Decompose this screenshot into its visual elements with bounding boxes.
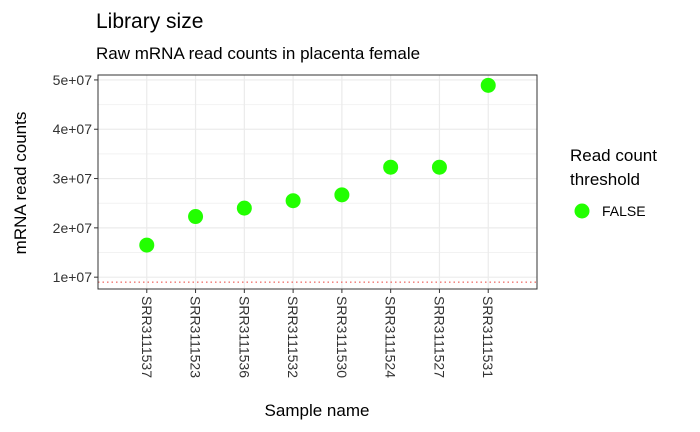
data-point: [285, 193, 301, 209]
y-tick-label: 5e+07: [53, 72, 93, 88]
y-tick-label: 1e+07: [53, 269, 93, 285]
x-tick-label: SRR3111531: [480, 296, 496, 378]
plot-panel-border: [97, 74, 538, 290]
data-point: [188, 209, 204, 225]
x-axis: SRR3111537 SRR3111523 SRR3111536 SRR3111532…: [139, 289, 496, 378]
data-point: [334, 187, 350, 203]
legend-title-line-2: threshold: [570, 170, 640, 189]
legend-key-false: [574, 203, 590, 219]
legend-title-line-1: Read count: [570, 146, 657, 165]
x-tick-label: SRR3111537: [139, 296, 155, 378]
data-point: [139, 237, 155, 253]
x-tick-label: SRR3111532: [285, 296, 301, 378]
chart-subtitle: Raw mRNA read counts in placenta female: [96, 44, 420, 63]
y-axis: 1e+07 2e+07 3e+07 4e+07 5e+07: [53, 72, 98, 285]
x-tick-label: SRR3111536: [236, 296, 252, 378]
y-tick-label: 2e+07: [53, 220, 93, 236]
data-point: [431, 159, 447, 175]
x-tick-label: SRR3111527: [431, 296, 447, 378]
plot-background: [98, 75, 537, 289]
x-tick-label: SRR3111524: [383, 296, 399, 378]
grid-minor: [98, 75, 537, 289]
data-point: [480, 77, 496, 93]
x-tick-label: SRR3111530: [334, 296, 350, 378]
y-axis-title: mRNA read counts: [11, 112, 30, 255]
grid-major: [98, 75, 537, 289]
x-axis-title: Sample name: [265, 401, 370, 420]
legend-label-false: FALSE: [602, 203, 646, 219]
y-tick-label: 3e+07: [53, 171, 93, 187]
chart-title: Library size: [96, 10, 203, 33]
data-points: [139, 77, 496, 253]
data-point: [383, 159, 399, 175]
data-point: [236, 200, 252, 216]
legend: Read count threshold FALSE: [570, 146, 657, 219]
y-tick-label: 4e+07: [53, 121, 93, 137]
x-tick-label: SRR3111523: [188, 296, 204, 378]
